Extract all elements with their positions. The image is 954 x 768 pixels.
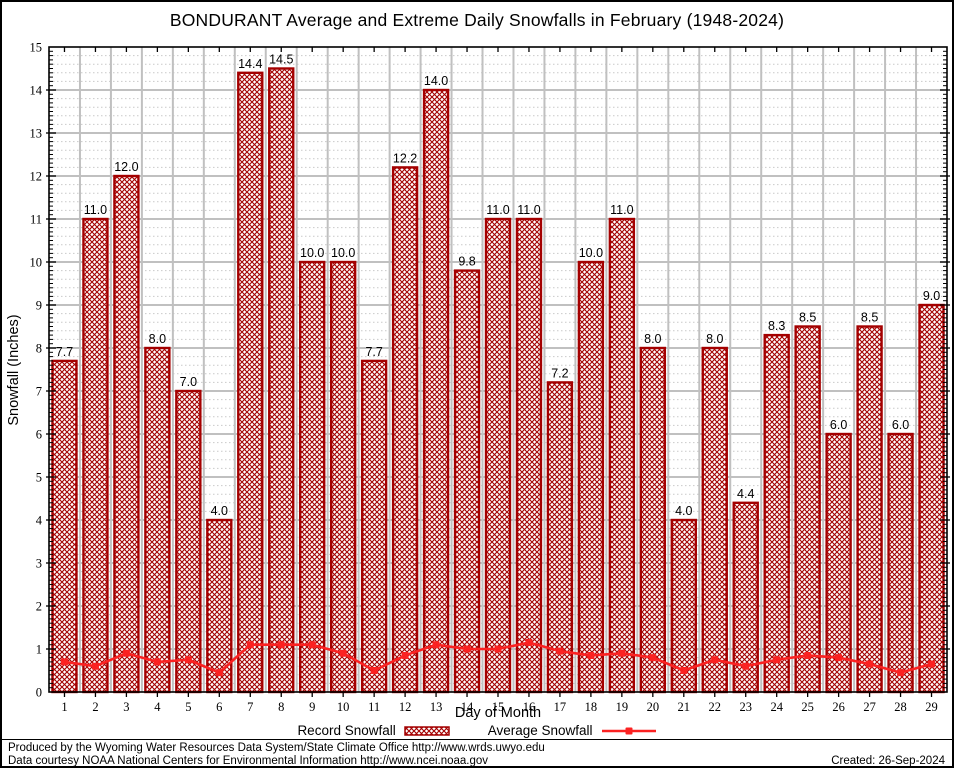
svg-text:2: 2 bbox=[36, 600, 42, 614]
svg-text:15: 15 bbox=[492, 700, 505, 714]
svg-text:3: 3 bbox=[123, 700, 129, 714]
svg-text:21: 21 bbox=[678, 700, 691, 714]
svg-text:4: 4 bbox=[36, 514, 43, 528]
svg-text:4: 4 bbox=[154, 700, 161, 714]
svg-text:1: 1 bbox=[61, 700, 67, 714]
svg-text:6.0: 6.0 bbox=[830, 418, 847, 432]
svg-text:1: 1 bbox=[36, 643, 42, 657]
svg-text:27: 27 bbox=[863, 700, 876, 714]
svg-text:8.5: 8.5 bbox=[861, 311, 878, 325]
svg-text:3: 3 bbox=[36, 557, 42, 571]
svg-text:8.5: 8.5 bbox=[799, 311, 816, 325]
svg-text:5: 5 bbox=[185, 700, 191, 714]
svg-text:10.0: 10.0 bbox=[300, 246, 324, 260]
svg-text:5: 5 bbox=[36, 471, 42, 485]
svg-text:7.2: 7.2 bbox=[551, 366, 568, 380]
record-snowfall-swatch-icon bbox=[403, 725, 450, 736]
svg-text:9: 9 bbox=[36, 299, 42, 313]
svg-text:13: 13 bbox=[30, 127, 43, 141]
svg-text:7.7: 7.7 bbox=[365, 345, 382, 359]
svg-text:11.0: 11.0 bbox=[84, 203, 107, 217]
svg-text:14.5: 14.5 bbox=[269, 53, 293, 67]
svg-text:20: 20 bbox=[647, 700, 660, 714]
legend-record-label: Record Snowfall bbox=[297, 723, 396, 738]
svg-text:12.0: 12.0 bbox=[114, 160, 138, 174]
svg-text:15: 15 bbox=[30, 41, 43, 55]
svg-text:8: 8 bbox=[278, 700, 284, 714]
svg-text:9.8: 9.8 bbox=[458, 255, 475, 269]
chart-title: BONDURANT Average and Extreme Daily Snow… bbox=[169, 10, 785, 30]
svg-text:4.0: 4.0 bbox=[675, 504, 692, 518]
svg-text:6: 6 bbox=[36, 428, 42, 442]
svg-text:24: 24 bbox=[770, 700, 783, 714]
footer-data-courtesy: Data courtesy NOAA National Centers for … bbox=[8, 755, 489, 767]
svg-text:12.2: 12.2 bbox=[393, 151, 417, 165]
svg-text:11.0: 11.0 bbox=[517, 203, 540, 217]
svg-text:13: 13 bbox=[430, 700, 443, 714]
svg-text:29: 29 bbox=[925, 700, 938, 714]
svg-text:7.7: 7.7 bbox=[56, 345, 73, 359]
svg-text:28: 28 bbox=[894, 700, 907, 714]
svg-text:12: 12 bbox=[30, 170, 43, 184]
footer-divider bbox=[2, 739, 952, 740]
footer-produced-by: Produced by the Wyoming Water Resources … bbox=[8, 742, 545, 754]
legend: Record Snowfall Average Snowfall bbox=[2, 723, 952, 738]
svg-text:4.4: 4.4 bbox=[737, 487, 754, 501]
svg-text:14: 14 bbox=[30, 84, 43, 98]
svg-text:11.0: 11.0 bbox=[610, 203, 633, 217]
svg-text:14.0: 14.0 bbox=[424, 74, 448, 88]
svg-text:8.0: 8.0 bbox=[706, 332, 723, 346]
svg-text:4.0: 4.0 bbox=[211, 504, 228, 518]
legend-average-label: Average Snowfall bbox=[487, 723, 593, 738]
chart-canvas: 7.711.012.08.07.04.014.4 14.510.0 10.07.71… bbox=[30, 41, 950, 714]
svg-text:7: 7 bbox=[36, 385, 42, 399]
x-axis-label: Day of Month bbox=[454, 705, 542, 721]
svg-text:11.0: 11.0 bbox=[486, 203, 509, 217]
svg-text:8.0: 8.0 bbox=[644, 332, 661, 346]
svg-text:10: 10 bbox=[30, 256, 43, 270]
svg-text:22: 22 bbox=[709, 700, 722, 714]
svg-text:18: 18 bbox=[585, 700, 598, 714]
svg-text:10.0: 10.0 bbox=[579, 246, 603, 260]
svg-text:8.0: 8.0 bbox=[149, 332, 166, 346]
svg-text:7: 7 bbox=[247, 700, 253, 714]
svg-text:17: 17 bbox=[554, 700, 567, 714]
svg-text:26: 26 bbox=[832, 700, 845, 714]
svg-text:10: 10 bbox=[337, 700, 350, 714]
svg-text:6.0: 6.0 bbox=[892, 418, 909, 432]
svg-text:14.4: 14.4 bbox=[238, 57, 262, 71]
svg-text:7.0: 7.0 bbox=[180, 375, 197, 389]
svg-text:19: 19 bbox=[616, 700, 629, 714]
svg-text:10.0: 10.0 bbox=[331, 246, 355, 260]
svg-text:8: 8 bbox=[36, 342, 42, 356]
svg-text:16: 16 bbox=[523, 700, 536, 714]
svg-text:14: 14 bbox=[461, 700, 474, 714]
average-snowfall-swatch-icon bbox=[601, 727, 656, 734]
svg-text:12: 12 bbox=[399, 700, 412, 714]
y-axis-label: Snowfall (Inches) bbox=[6, 314, 22, 426]
svg-text:6: 6 bbox=[216, 700, 222, 714]
svg-text:11: 11 bbox=[368, 700, 380, 714]
svg-text:11: 11 bbox=[30, 213, 42, 227]
svg-text:8.3: 8.3 bbox=[768, 319, 785, 333]
svg-text:9.0: 9.0 bbox=[923, 289, 940, 303]
footer-created-date: Created: 26-Sep-2024 bbox=[831, 755, 945, 767]
svg-text:9: 9 bbox=[309, 700, 315, 714]
svg-text:23: 23 bbox=[739, 700, 752, 714]
svg-text:2: 2 bbox=[92, 700, 98, 714]
svg-text:0: 0 bbox=[36, 686, 42, 700]
svg-text:25: 25 bbox=[801, 700, 814, 714]
